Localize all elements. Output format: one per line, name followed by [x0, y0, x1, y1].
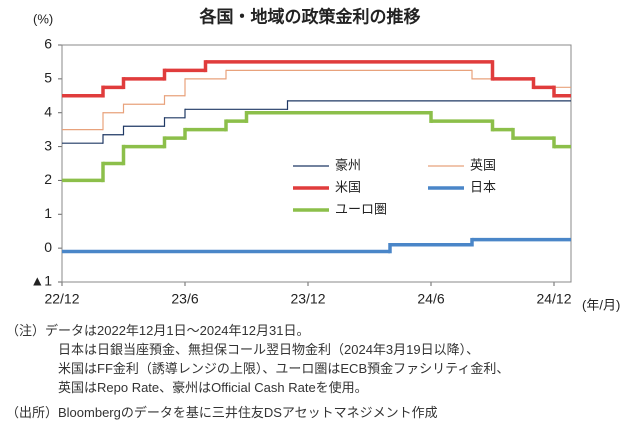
y-tick-label: 3 — [44, 137, 52, 153]
note: （注）データは2022年12月1日～2024年12月31日。 — [6, 323, 310, 338]
legend-bg — [426, 178, 556, 198]
legend-label: 米国 — [335, 179, 361, 194]
y-unit: (%) — [33, 11, 53, 26]
x-unit: (年/月) — [582, 297, 620, 312]
legend-bg — [291, 156, 421, 176]
x-tick-label: 24/6 — [417, 291, 444, 307]
x-tick-label: 23/6 — [171, 291, 198, 307]
legend-label: 豪州 — [335, 157, 361, 172]
note: 日本は日銀当座預金、無担保コール翌日物金利（2024年3月19日以降）、 — [58, 342, 480, 357]
y-tick-label: 1 — [44, 205, 52, 221]
y-tick-label: 4 — [44, 103, 52, 119]
x-tick-label: 22/12 — [44, 291, 79, 307]
chart: 各国・地域の政策金利の推移 (%) (年/月) ▲1 0 1 2 3 4 5 6 22/12 23… — [30, 6, 620, 312]
plot-frame — [61, 44, 572, 283]
legend-label: ユーロ圏 — [335, 201, 387, 216]
x-tick-label: 24/12 — [536, 291, 571, 307]
note: 米国はFF金利（誘導レンジの上限）、ユーロ圏はECB預金ファシリティ金利、 — [58, 361, 510, 376]
y-tick-label: 6 — [44, 36, 52, 52]
legend-label: 英国 — [470, 157, 496, 172]
legend-bg — [426, 156, 556, 176]
y-tick-label: ▲1 — [30, 273, 52, 289]
y-tick-label: 2 — [44, 171, 52, 187]
chart-title: 各国・地域の政策金利の推移 — [199, 6, 421, 26]
x-tick-label: 23/12 — [290, 291, 325, 307]
note: 英国はRepo Rate、豪州はOfficial Cash Rateを使用。 — [58, 380, 368, 395]
y-tick-label: 0 — [44, 239, 52, 255]
legend-label: 日本 — [470, 179, 496, 194]
note: （出所）Bloombergのデータを基に三井住友DSアセットマネジメント作成 — [6, 405, 438, 420]
legend-bg — [291, 178, 421, 198]
legend-bg — [291, 200, 421, 220]
y-tick-label: 5 — [44, 70, 52, 86]
